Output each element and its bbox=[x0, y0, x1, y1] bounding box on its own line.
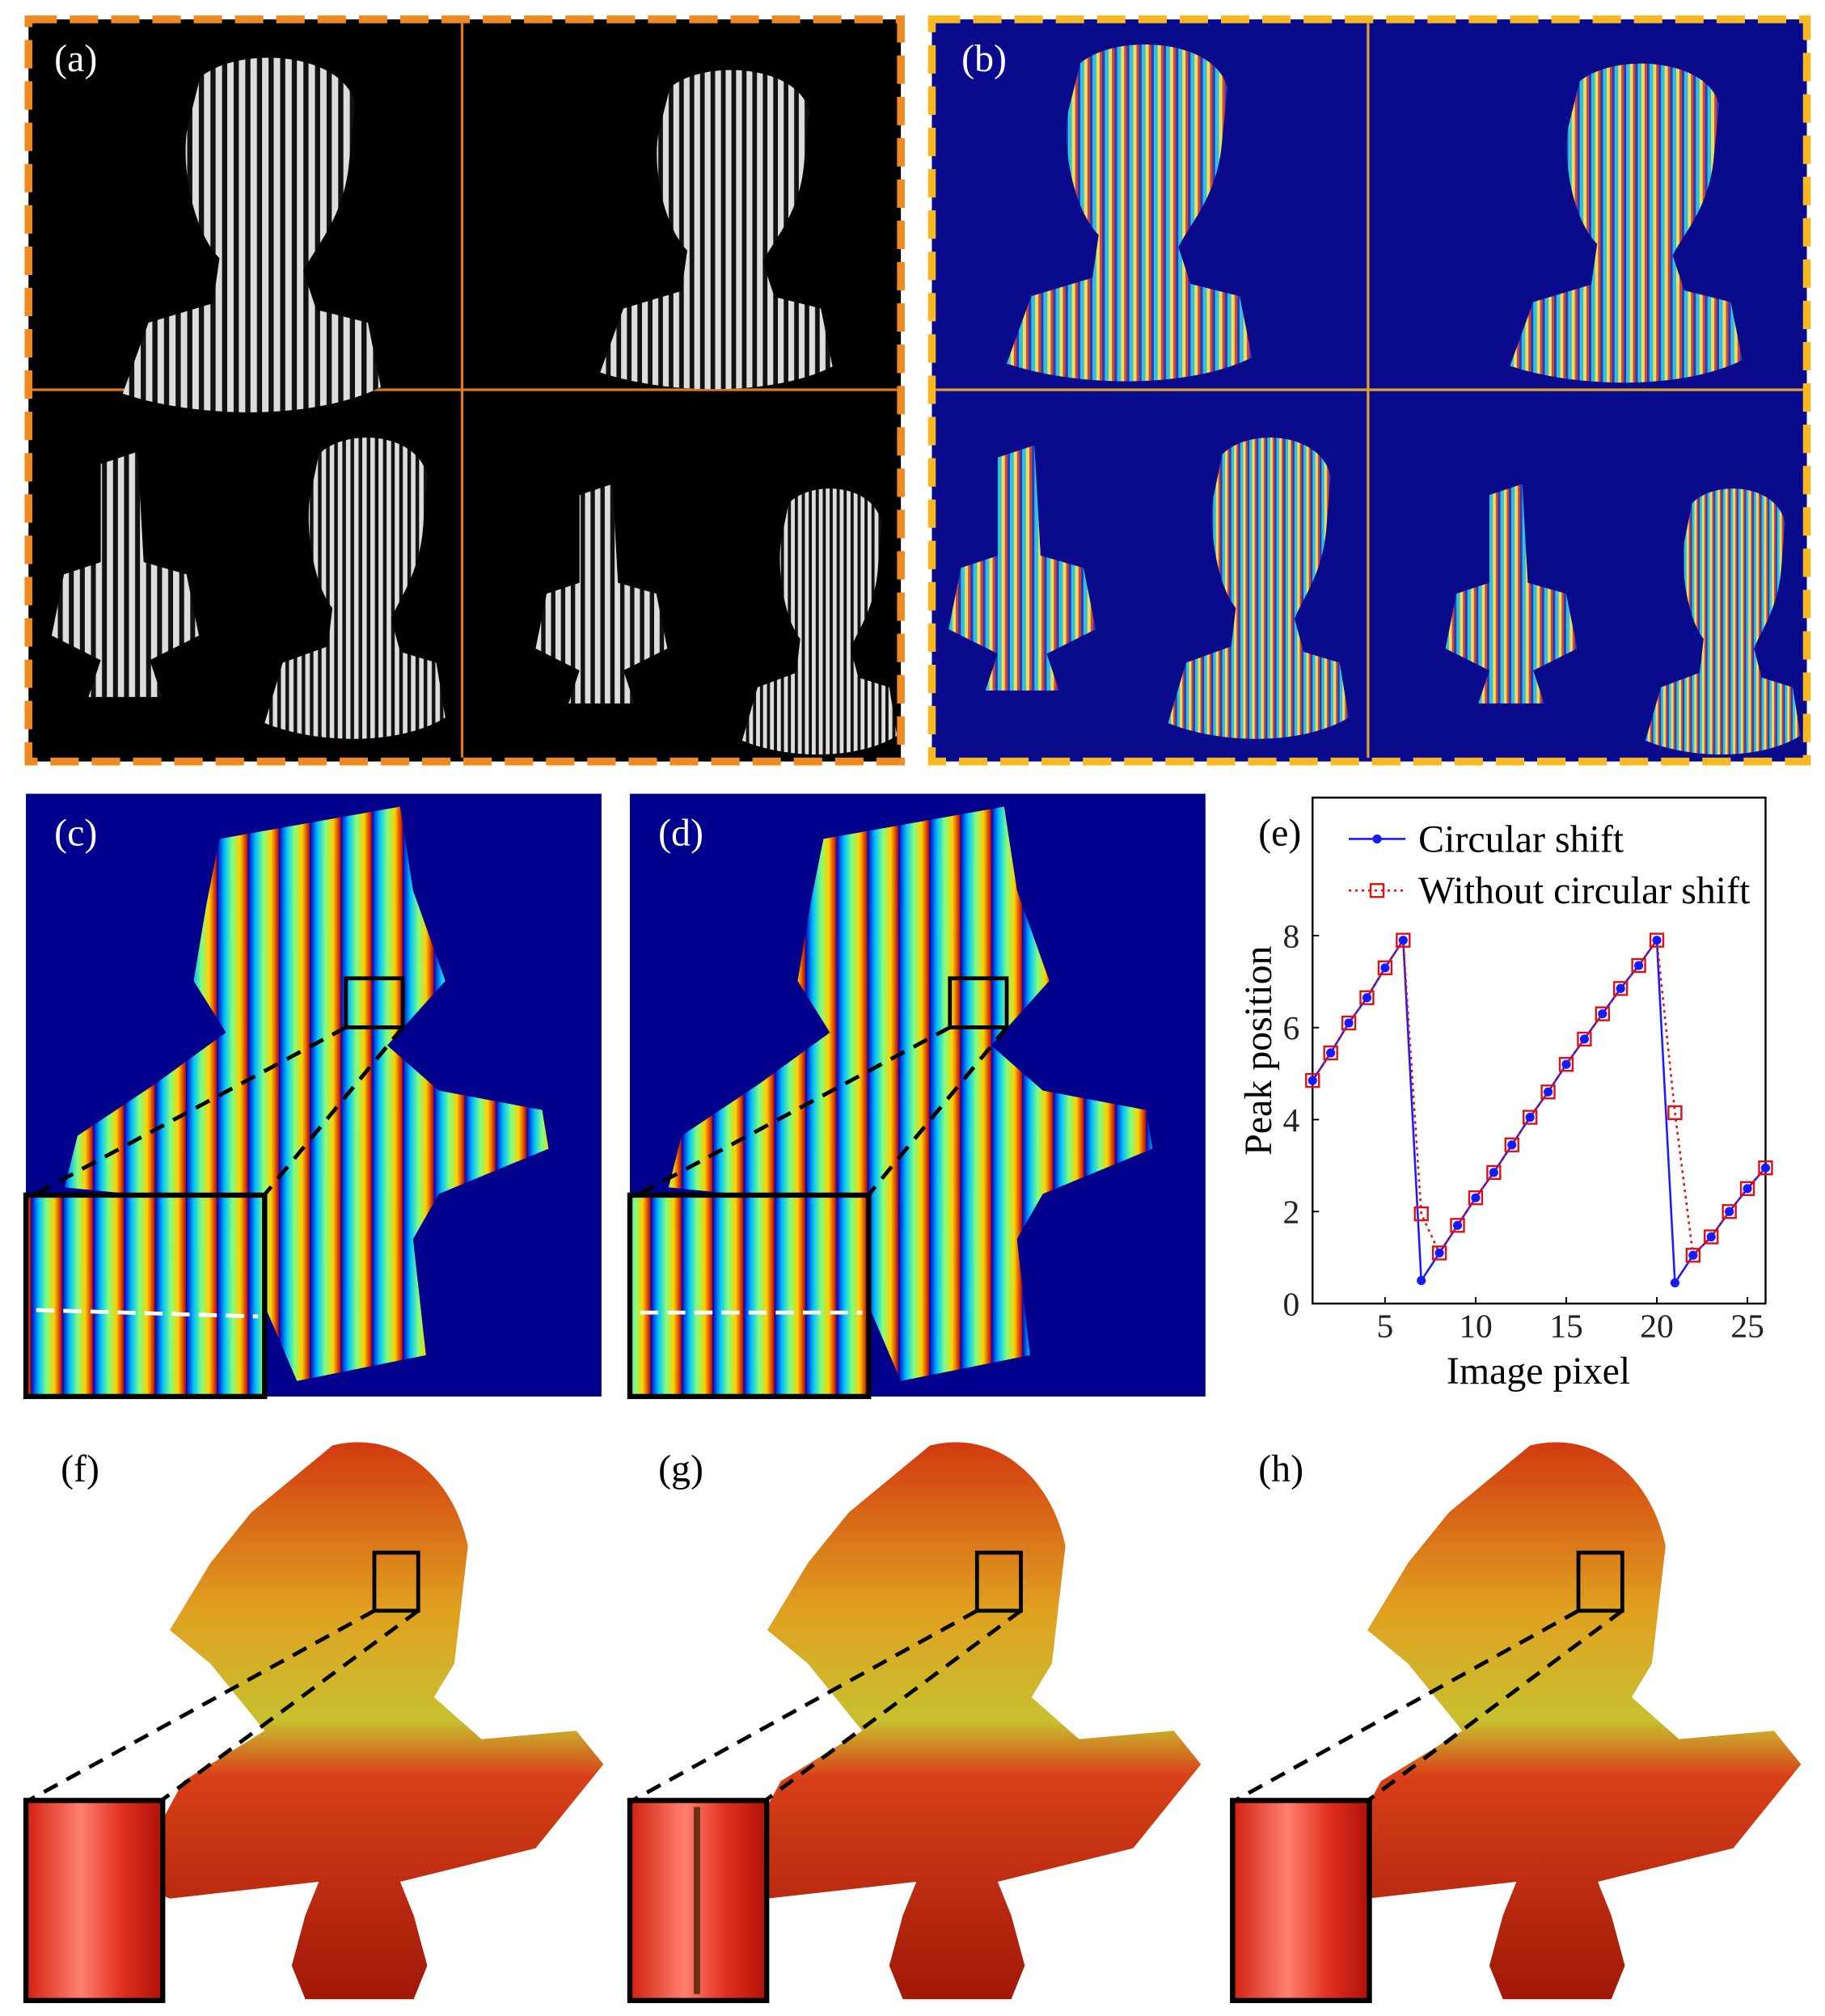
marker bbox=[1579, 1034, 1589, 1044]
marker bbox=[1721, 1204, 1737, 1219]
marker bbox=[1326, 1048, 1336, 1058]
x-tick-label: 25 bbox=[1730, 1307, 1764, 1344]
marker bbox=[1396, 932, 1411, 948]
panel-d: (d) bbox=[627, 793, 1206, 1400]
panel-b: (b) bbox=[927, 15, 1811, 766]
marker bbox=[1504, 1137, 1519, 1152]
marker bbox=[1558, 1057, 1574, 1072]
panel-label: (e) bbox=[1258, 811, 1301, 854]
marker bbox=[1631, 957, 1646, 974]
marker bbox=[1413, 1206, 1429, 1222]
panel-e: (e) Image pixel Peak position 5 10 15 20 25 0… bbox=[1237, 797, 1773, 1393]
marker bbox=[1323, 1045, 1338, 1061]
y-tick-label: 2 bbox=[1283, 1194, 1300, 1231]
marker bbox=[1344, 1018, 1354, 1028]
marker bbox=[1305, 1072, 1320, 1088]
marker bbox=[1670, 1278, 1680, 1287]
marker bbox=[1577, 1031, 1592, 1047]
marker bbox=[1649, 932, 1665, 948]
panel-label: (g) bbox=[658, 1448, 703, 1490]
x-tick-label: 20 bbox=[1640, 1307, 1673, 1344]
marker bbox=[1525, 1113, 1535, 1122]
panel-f: (f) bbox=[23, 1442, 604, 2004]
marker bbox=[1486, 1164, 1502, 1181]
marker bbox=[1434, 1248, 1444, 1258]
marker bbox=[1450, 1218, 1465, 1233]
series-line bbox=[1312, 936, 1767, 1287]
marker bbox=[1561, 1059, 1571, 1069]
marker bbox=[1634, 961, 1644, 970]
y-tick-label: 8 bbox=[1283, 917, 1300, 954]
marker bbox=[1359, 990, 1375, 1005]
legend-marker bbox=[1372, 834, 1382, 844]
x-tick-label: 10 bbox=[1459, 1307, 1492, 1344]
marker bbox=[1471, 1193, 1481, 1202]
marker bbox=[1598, 1009, 1607, 1019]
panel-label: (a) bbox=[54, 37, 97, 80]
panel-label: (c) bbox=[54, 811, 97, 854]
panel-g: (g) bbox=[627, 1442, 1202, 2004]
marker bbox=[1739, 1181, 1755, 1196]
y-axis-label: Peak position bbox=[1237, 945, 1280, 1155]
panel-label: (b) bbox=[961, 37, 1007, 80]
panel-label: (d) bbox=[658, 811, 703, 854]
panel-a: (a) bbox=[24, 15, 905, 766]
marker bbox=[1522, 1109, 1538, 1125]
x-tick-label: 5 bbox=[1377, 1307, 1394, 1344]
marker bbox=[1688, 1250, 1698, 1260]
panel-c: (c) bbox=[23, 793, 602, 1400]
marker bbox=[1307, 1076, 1317, 1085]
marker bbox=[1341, 1015, 1357, 1031]
legend-label: Circular shift bbox=[1418, 818, 1624, 860]
marker bbox=[1417, 1275, 1426, 1286]
x-tick-label: 15 bbox=[1549, 1307, 1582, 1344]
marker bbox=[1760, 1163, 1771, 1173]
legend-marker bbox=[1369, 883, 1385, 898]
marker bbox=[1685, 1248, 1701, 1263]
marker bbox=[1725, 1207, 1734, 1216]
panel-h: (h) bbox=[1230, 1442, 1802, 2004]
x-axis-label: Image pixel bbox=[1447, 1350, 1630, 1393]
marker bbox=[1543, 1087, 1553, 1097]
marker bbox=[1595, 1006, 1610, 1021]
marker bbox=[1452, 1220, 1463, 1230]
marker bbox=[1380, 963, 1390, 973]
panel-label: (h) bbox=[1258, 1448, 1303, 1490]
marker bbox=[1507, 1140, 1517, 1150]
marker bbox=[1652, 936, 1662, 945]
plot-area bbox=[1312, 797, 1767, 1305]
marker bbox=[1758, 1160, 1773, 1176]
marker bbox=[1468, 1190, 1484, 1206]
marker bbox=[1377, 960, 1393, 975]
legend-label: Without circular shift bbox=[1418, 869, 1751, 912]
marker bbox=[1613, 981, 1629, 996]
y-tick-label: 0 bbox=[1283, 1285, 1300, 1322]
marker bbox=[1743, 1184, 1752, 1194]
y-tick-label: 6 bbox=[1283, 1009, 1300, 1046]
y-tick-label: 4 bbox=[1283, 1101, 1300, 1139]
marker bbox=[1706, 1232, 1716, 1242]
marker bbox=[1616, 983, 1625, 993]
marker bbox=[1489, 1168, 1498, 1177]
marker bbox=[1667, 1105, 1683, 1121]
marker bbox=[1362, 993, 1372, 1003]
panel-label: (f) bbox=[61, 1448, 99, 1490]
marker bbox=[1398, 936, 1408, 945]
marker bbox=[1540, 1084, 1556, 1100]
marker bbox=[1704, 1229, 1719, 1245]
marker bbox=[1431, 1245, 1447, 1261]
